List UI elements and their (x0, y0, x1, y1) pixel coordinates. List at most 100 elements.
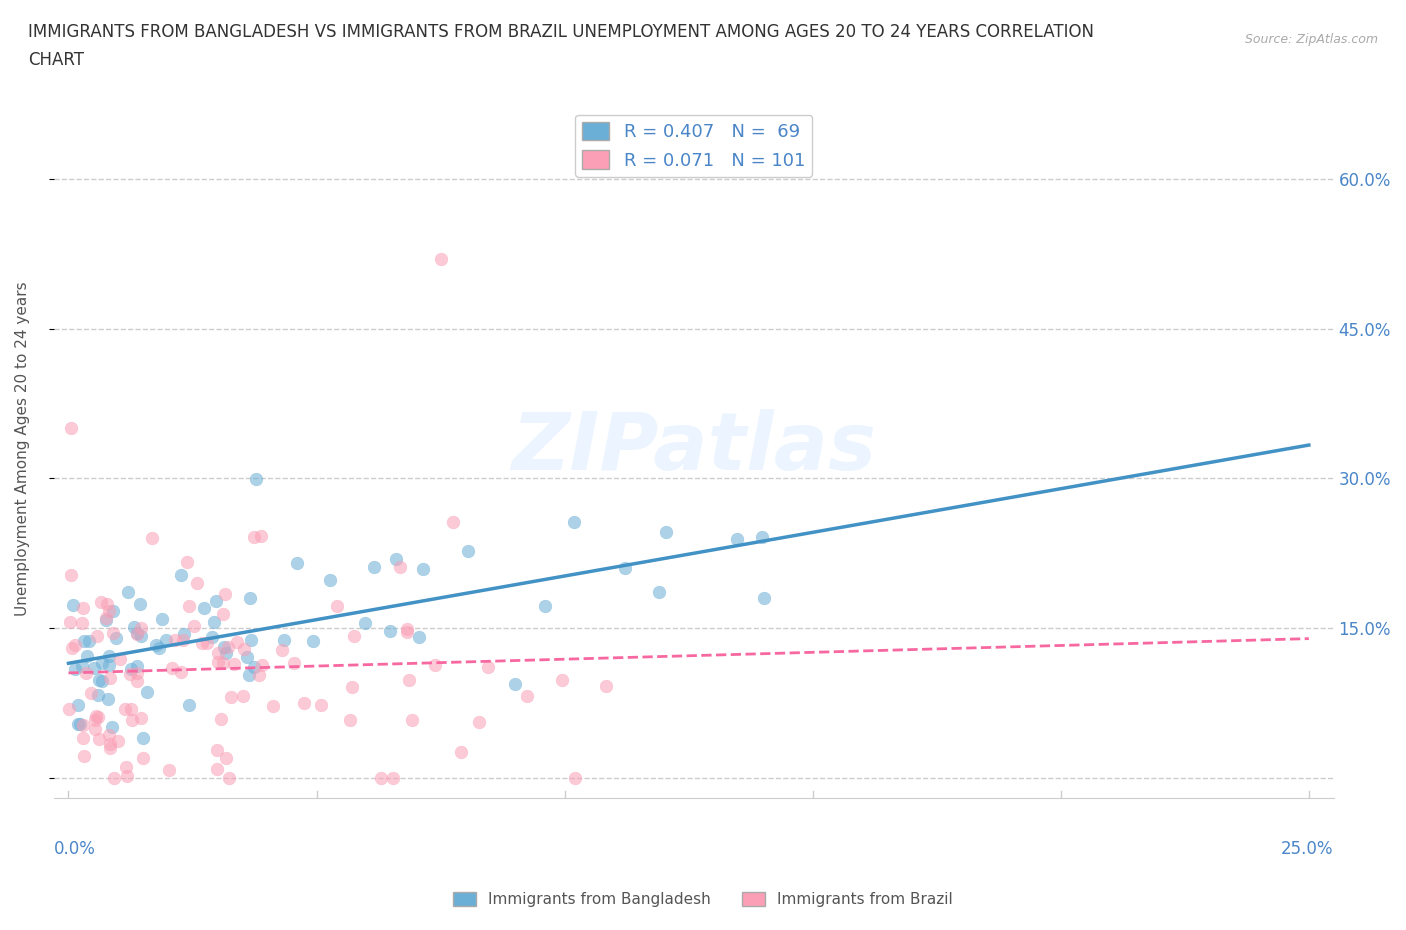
Point (155, 632, 177, 647)
Point (302, 634, 325, 649)
Point (655, 525, 678, 539)
Point (65, 661, 87, 676)
Point (177, 598, 200, 613)
Point (201, 630, 224, 644)
Point (725, 531, 748, 546)
Point (398, 672, 420, 687)
Point (468, 714, 491, 729)
Point (120, 667, 142, 682)
Point (412, 562, 434, 577)
Point (131, 731, 153, 746)
Point (564, 771, 586, 786)
Point (150, 611, 173, 626)
Point (395, 624, 418, 639)
Point (103, 771, 125, 786)
Point (401, 712, 423, 727)
Legend: Immigrants from Bangladesh, Immigrants from Brazil: Immigrants from Bangladesh, Immigrants f… (447, 885, 959, 913)
Point (129, 620, 152, 635)
Point (457, 543, 479, 558)
Point (73, 633, 96, 648)
Point (285, 556, 308, 571)
Point (343, 628, 366, 643)
Point (97, 692, 120, 707)
Point (86, 628, 108, 643)
Point (595, 679, 617, 694)
Point (505, 677, 527, 692)
Point (101, 604, 124, 618)
Point (97, 604, 120, 618)
Point (205, 762, 228, 777)
Text: IMMIGRANTS FROM BANGLADESH VS IMMIGRANTS FROM BRAZIL UNEMPLOYMENT AMONG AGES 20 : IMMIGRANTS FROM BANGLADESH VS IMMIGRANTS… (28, 23, 1094, 41)
Point (120, 661, 142, 676)
Point (516, 688, 538, 703)
Point (104, 631, 127, 645)
Point (353, 616, 375, 631)
Point (214, 646, 236, 661)
Point (73, 749, 96, 764)
Point (425, 658, 447, 672)
Point (98, 740, 121, 755)
Point (135, 684, 157, 699)
Point (238, 667, 260, 682)
Point (129, 597, 152, 612)
Point (207, 655, 229, 670)
Point (58, 702, 80, 717)
Point (90, 595, 112, 610)
Point (232, 642, 254, 657)
Point (107, 734, 129, 749)
Point (101, 720, 124, 735)
Point (125, 666, 148, 681)
Point (647, 584, 669, 599)
Point (66, 717, 89, 732)
Point (441, 514, 464, 529)
Point (243, 530, 266, 545)
Point (219, 690, 242, 705)
Point (212, 640, 235, 655)
Point (110, 652, 132, 667)
Point (86, 710, 108, 724)
Point (195, 636, 218, 651)
Point (207, 645, 229, 660)
Point (60, 641, 83, 656)
Point (214, 751, 236, 765)
Point (159, 763, 181, 777)
Point (186, 575, 208, 590)
Point (283, 655, 305, 670)
Point (183, 618, 205, 633)
Point (326, 598, 349, 613)
Point (97, 648, 120, 663)
Point (122, 620, 145, 635)
Point (125, 673, 148, 688)
Point (250, 528, 273, 543)
Point (91, 656, 114, 671)
Point (214, 586, 236, 601)
Point (125, 626, 148, 641)
Point (396, 621, 419, 636)
Point (66, 698, 89, 712)
Point (252, 658, 274, 672)
Point (224, 657, 246, 671)
Point (125, 658, 148, 673)
Point (97, 727, 120, 742)
Point (62, 597, 84, 612)
Point (429, 251, 451, 266)
Point (292, 696, 315, 711)
Point (69, 717, 91, 732)
Point (165, 632, 187, 647)
Point (83, 661, 105, 676)
Point (245, 472, 267, 487)
Point (145, 638, 167, 653)
Point (232, 688, 254, 703)
Point (370, 771, 392, 786)
Point (564, 514, 586, 529)
Point (271, 643, 294, 658)
Point (96, 596, 118, 611)
Point (363, 560, 385, 575)
Point (87, 688, 110, 703)
Point (84, 709, 107, 724)
Point (202, 614, 225, 629)
Point (388, 560, 411, 575)
Y-axis label: Unemployment Among Ages 20 to 24 years: Unemployment Among Ages 20 to 24 years (15, 281, 30, 616)
Text: ZIPatlas: ZIPatlas (512, 409, 876, 487)
Point (179, 698, 201, 712)
